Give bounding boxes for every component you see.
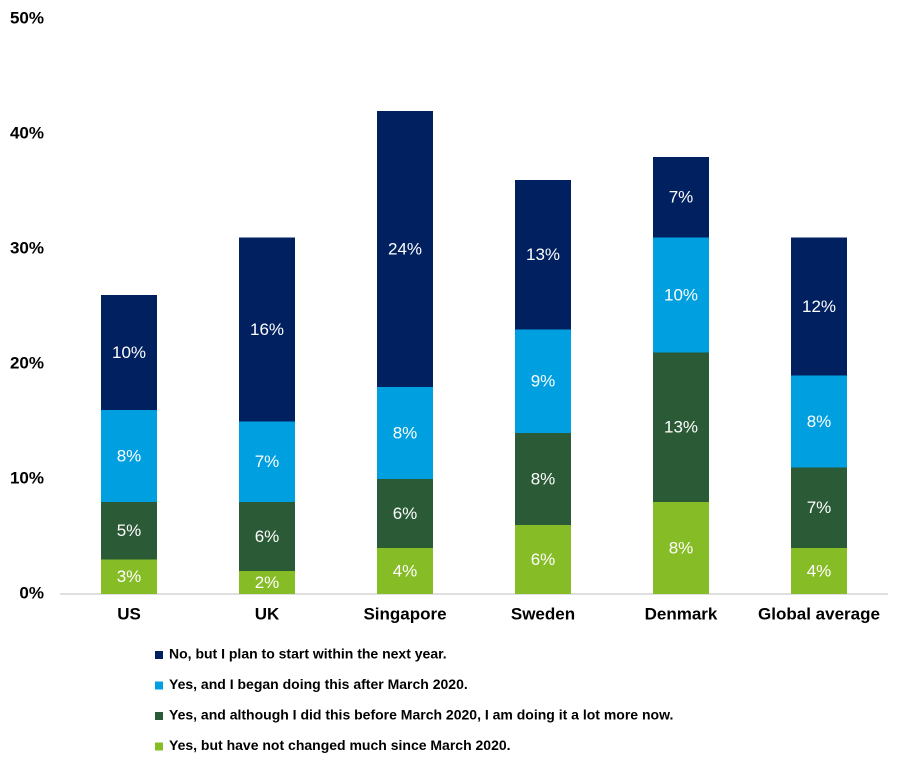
value-label: 7%: [807, 498, 832, 517]
value-label: 10%: [112, 343, 146, 362]
bar-segment: [101, 410, 157, 502]
legend-label: No, but I plan to start within the next …: [169, 646, 447, 662]
value-label: 6%: [255, 527, 280, 546]
legend-swatch: [155, 742, 163, 751]
bar-segment: [101, 559, 157, 594]
value-label: 13%: [664, 418, 698, 437]
value-label: 12%: [802, 297, 836, 316]
value-label: 6%: [393, 504, 418, 523]
bar-segment: [515, 525, 571, 594]
bar-segment: [653, 502, 709, 594]
y-tick-label: 10%: [10, 468, 44, 487]
bar-segment: [239, 421, 295, 502]
bar-segment: [377, 111, 433, 387]
bar-segment: [377, 548, 433, 594]
bar-segment: [101, 295, 157, 410]
legend-label: Yes, and although I did this before Marc…: [169, 707, 673, 723]
bar-segment: [377, 479, 433, 548]
x-tick-label: UK: [255, 604, 280, 623]
bar-segment: [515, 433, 571, 525]
y-tick-label: 30%: [10, 238, 44, 257]
bar-segment: [239, 237, 295, 422]
value-label: 16%: [250, 320, 284, 339]
value-label: 2%: [255, 573, 280, 592]
value-label: 13%: [526, 245, 560, 264]
x-tick-label: Singapore: [363, 604, 446, 623]
value-label: 24%: [388, 239, 422, 258]
bar-segment: [101, 502, 157, 560]
bar-segment: [791, 237, 847, 376]
value-label: 8%: [807, 412, 832, 431]
bar-segment: [515, 329, 571, 433]
bar-segment: [653, 157, 709, 238]
value-label: 8%: [531, 469, 556, 488]
legend-swatch: [155, 681, 163, 690]
value-label: 7%: [669, 188, 694, 207]
value-label: 7%: [255, 452, 280, 471]
bar-segment: [791, 548, 847, 594]
value-label: 4%: [807, 561, 832, 580]
y-tick-label: 20%: [10, 353, 44, 372]
value-label: 8%: [393, 423, 418, 442]
bar-segment: [653, 237, 709, 353]
bar-segment: [239, 571, 295, 594]
bar-segment: [377, 387, 433, 479]
bar-segment: [791, 467, 847, 548]
value-label: 8%: [669, 538, 694, 557]
value-label: 5%: [117, 521, 142, 540]
value-label: 8%: [117, 446, 142, 465]
x-tick-label: Sweden: [511, 604, 575, 623]
value-label: 10%: [664, 285, 698, 304]
x-tick-label: US: [117, 604, 141, 623]
value-label: 3%: [117, 567, 142, 586]
bar-segment: [239, 502, 295, 571]
legend-label: Yes, and I began doing this after March …: [169, 676, 468, 692]
y-tick-label: 50%: [10, 8, 44, 27]
y-tick-label: 0%: [19, 583, 44, 602]
bar-segment: [791, 375, 847, 468]
bar-segment: [515, 180, 571, 330]
value-label: 6%: [531, 550, 556, 569]
x-tick-label: Global average: [758, 604, 880, 623]
y-tick-label: 40%: [10, 123, 44, 142]
legend-swatch: [155, 651, 163, 659]
legend-swatch: [155, 712, 163, 720]
x-tick-label: Denmark: [645, 604, 718, 623]
value-label: 4%: [393, 561, 418, 580]
legend-label: Yes, but have not changed much since Mar…: [169, 737, 511, 753]
value-label: 9%: [531, 372, 556, 391]
bar-segment: [653, 352, 709, 502]
